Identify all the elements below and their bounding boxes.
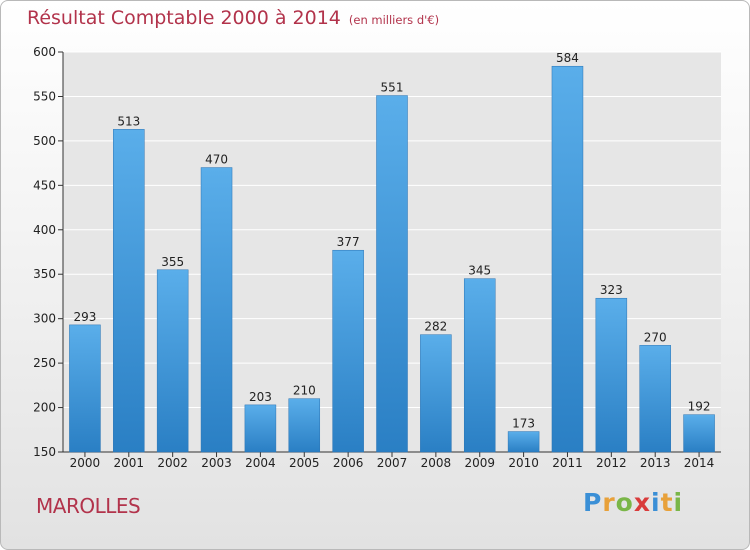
commune-name: MAROLLES [36,494,141,518]
x-tick-label: 2011 [552,456,583,470]
bar [69,324,101,453]
data-label: 551 [381,81,404,95]
logo-letter: P [583,488,603,517]
y-tick-label: 550 [33,89,56,103]
data-label: 282 [424,320,447,334]
logo-letter: i [673,488,684,517]
bar-layer [69,65,715,453]
data-label: 470 [205,153,228,167]
data-label: 270 [644,330,667,344]
x-tick-label: 2008 [421,456,452,470]
bar [113,129,145,453]
data-label: 210 [293,384,316,398]
logo-letter: o [615,488,634,517]
bar [683,414,715,453]
y-tick-label: 350 [33,267,56,281]
x-tick-label: 2003 [201,456,232,470]
logo-letter: r [602,488,616,517]
x-tick-label: 2005 [289,456,320,470]
bar [595,297,628,453]
title-unit: (en milliers d'€) [348,13,440,27]
bar [288,398,321,453]
data-label: 584 [556,51,579,65]
label-layer: 150 200 250 300 350 400 450 500 550 600 293 2000 513… [33,45,714,470]
x-tick-label: 2013 [640,456,671,470]
y-tick-label: 450 [33,178,56,192]
x-tick-label: 2012 [596,456,627,470]
x-tick-label: 2001 [114,456,145,470]
data-label: 293 [73,310,96,324]
bar [200,167,233,453]
y-tick-label: 300 [33,312,56,326]
chart-title: Résultat Comptable 2000 à 2014 (en millie… [27,7,439,29]
x-tick-label: 2006 [333,456,364,470]
logo-letter: t [660,488,674,517]
x-tick-label: 2004 [245,456,276,470]
data-label: 345 [468,264,491,278]
x-tick-label: 2009 [464,456,495,470]
x-tick-label: 2010 [508,456,539,470]
y-tick-label: 250 [33,356,56,370]
y-tick-label: 600 [33,45,56,59]
data-label: 203 [249,390,272,404]
proxiti-logo: Proxiti [583,488,683,517]
bar [639,345,671,453]
bar [244,404,277,453]
data-label: 513 [117,114,140,128]
x-tick-label: 2014 [684,456,715,470]
data-label: 355 [161,255,184,269]
bar [507,431,540,453]
bar [551,65,584,453]
bar [463,278,496,453]
data-label: 192 [688,400,711,414]
data-label: 377 [337,235,360,249]
logo-letter: x [633,488,651,517]
bar [376,95,408,453]
y-tick-label: 400 [33,223,56,237]
logo-letter: i [651,488,661,517]
bar [332,249,364,453]
data-label: 323 [600,283,623,297]
title-main: Résultat Comptable 2000 à 2014 [27,7,341,29]
y-tick-label: 500 [33,134,56,148]
y-tick-label: 150 [33,445,56,459]
x-tick-label: 2007 [377,456,408,470]
x-tick-label: 2002 [157,456,188,470]
bar [156,269,189,453]
data-label: 173 [512,417,535,431]
x-tick-label: 2000 [70,456,101,470]
bar [420,334,452,453]
y-tick-label: 200 [33,401,56,415]
